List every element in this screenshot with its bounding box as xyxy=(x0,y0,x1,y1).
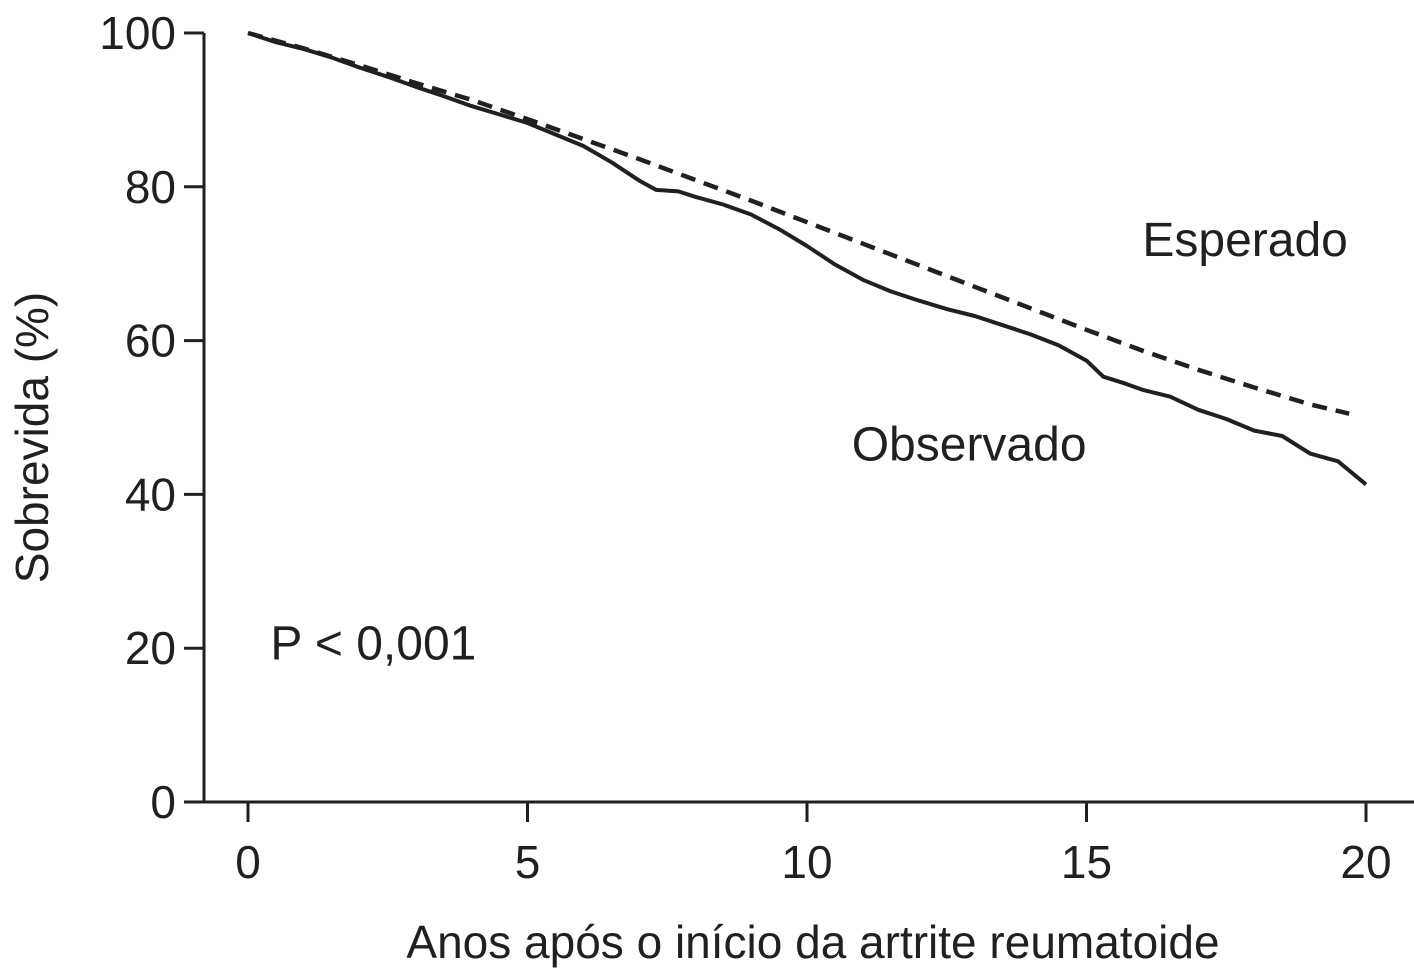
y-tick-label-0: 0 xyxy=(150,776,176,828)
annotation-observado-label: Observado xyxy=(852,419,1087,472)
series-line-observado xyxy=(247,31,1368,486)
x-tick-label-10: 10 xyxy=(781,836,832,888)
series-layer xyxy=(247,30,1368,486)
x-axis-ticks: 0 5 10 15 20 xyxy=(235,802,1392,888)
x-tick-label-0: 0 xyxy=(235,836,261,888)
axes xyxy=(202,33,1414,804)
y-tick-label-40: 40 xyxy=(125,468,176,520)
y-tick-label-100: 100 xyxy=(99,7,176,59)
series-line-esperado xyxy=(247,30,1350,416)
y-axis-title: Sobrevida (%) xyxy=(6,292,58,583)
annotation-esperado-label: Esperado xyxy=(1142,214,1347,267)
x-tick-label-5: 5 xyxy=(515,836,541,888)
y-tick-label-60: 60 xyxy=(125,315,176,367)
annotation-layer: Esperado Observado P < 0,001 xyxy=(270,214,1348,671)
annotation-p-value: P < 0,001 xyxy=(270,618,476,671)
x-axis-title: Anos após o início da artrite reumatoide xyxy=(406,916,1219,968)
y-tick-label-80: 80 xyxy=(125,161,176,213)
x-tick-label-20: 20 xyxy=(1340,836,1391,888)
x-tick-label-15: 15 xyxy=(1061,836,1112,888)
y-axis-ticks: 0 20 40 60 80 100 xyxy=(99,7,204,828)
y-tick-label-20: 20 xyxy=(125,622,176,674)
